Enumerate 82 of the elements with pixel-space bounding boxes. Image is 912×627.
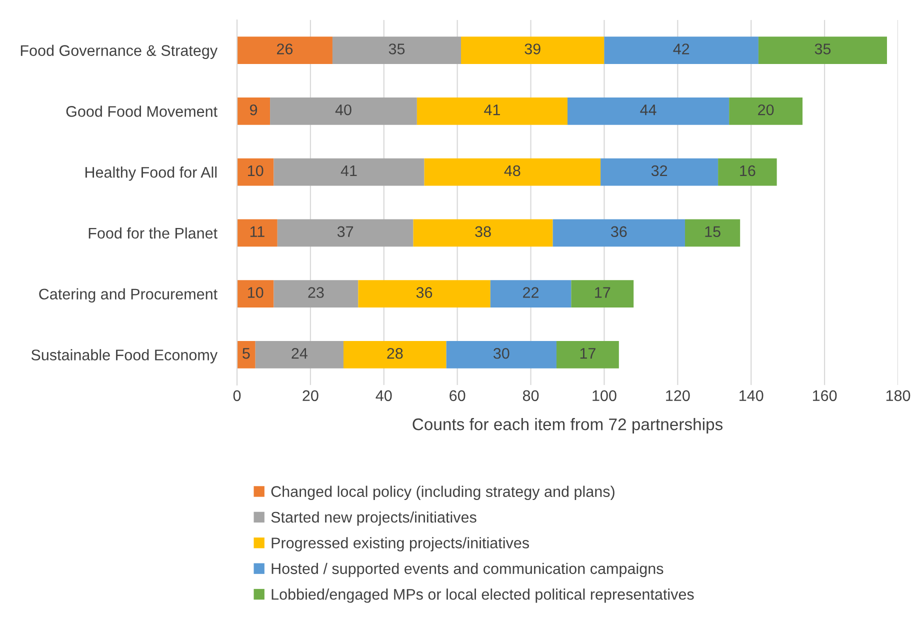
data-label: 24 — [292, 348, 308, 359]
x-axis-title: Counts for each item from 72 partnerships — [412, 418, 723, 434]
bar — [274, 158, 424, 186]
data-label: 10 — [248, 165, 264, 176]
data-label: 16 — [740, 165, 756, 176]
x-tick-label: 120 — [666, 390, 690, 402]
bar — [343, 341, 446, 368]
legend-label: Started new projects/initiatives — [271, 511, 476, 526]
data-label: 40 — [335, 104, 352, 116]
bar — [270, 97, 417, 125]
y-tick-label: Catering and Procurement — [39, 288, 218, 303]
bar — [600, 158, 718, 186]
data-label: 39 — [524, 44, 540, 54]
bar — [758, 36, 887, 64]
data-label: 10 — [248, 287, 264, 298]
x-tick-label: 180 — [886, 390, 910, 402]
y-tick-label: Food for the Planet — [88, 227, 218, 239]
data-label: 38 — [475, 226, 491, 238]
bar — [490, 280, 572, 308]
legend-label: Progressed existing projects/initiatives — [272, 537, 529, 552]
bar — [718, 158, 777, 186]
bar — [461, 36, 604, 64]
data-label: 36 — [416, 287, 432, 298]
data-label: 35 — [388, 44, 405, 54]
bar — [604, 36, 758, 64]
bar — [237, 158, 274, 186]
data-label: 44 — [640, 104, 656, 116]
x-tick-label: 20 — [302, 390, 318, 402]
data-label: 41 — [484, 104, 500, 116]
legend-label: Lobbied/engaged MPs or local elected political representatives — [272, 588, 694, 603]
bar — [568, 97, 730, 125]
bar — [685, 219, 740, 247]
data-label: 26 — [277, 44, 293, 54]
x-tick-label: 100 — [592, 390, 616, 402]
data-label: 48 — [504, 165, 520, 176]
data-label: 17 — [580, 348, 596, 359]
data-label: 35 — [814, 44, 831, 54]
bar — [571, 280, 634, 308]
bar — [416, 97, 568, 125]
data-label: 11 — [250, 226, 264, 237]
bar — [729, 97, 803, 125]
bar — [424, 158, 601, 186]
data-label: 42 — [673, 44, 690, 54]
bar — [277, 219, 414, 247]
bar — [332, 36, 462, 64]
bar — [237, 36, 332, 64]
data-label: 15 — [705, 226, 720, 238]
bar — [552, 219, 686, 247]
bar — [358, 280, 490, 308]
data-label: 30 — [493, 348, 510, 359]
bar — [274, 280, 358, 308]
x-tick-label: 0 — [233, 390, 241, 402]
data-label: 5 — [242, 348, 250, 359]
x-tick-label: 40 — [376, 390, 392, 402]
data-label: 23 — [308, 287, 324, 298]
bar — [237, 341, 256, 368]
data-label: 28 — [387, 348, 403, 359]
data-label: 32 — [651, 165, 668, 176]
bar — [556, 341, 619, 368]
data-label: 20 — [758, 104, 774, 116]
data-label: 36 — [611, 226, 627, 238]
data-label: 9 — [250, 104, 258, 116]
data-label: 17 — [595, 287, 610, 298]
y-tick-label: Sustainable Food Economy — [31, 349, 218, 364]
bar — [413, 219, 553, 247]
x-tick-label: 60 — [450, 390, 466, 402]
bar — [255, 341, 344, 368]
x-tick-label: 160 — [812, 390, 837, 402]
x-tick-label: 140 — [740, 390, 764, 402]
y-tick-label: Food Governance & Strategy — [20, 44, 218, 59]
data-label: 41 — [340, 166, 357, 176]
y-tick-label: Good Food Movement — [66, 106, 218, 117]
bar — [237, 219, 278, 247]
data-label: 37 — [337, 226, 354, 238]
bar — [446, 341, 556, 368]
bar — [237, 97, 270, 125]
x-tick-label: 80 — [522, 390, 539, 402]
y-tick-label: Healthy Food for All — [85, 166, 217, 181]
data-label: 22 — [523, 287, 539, 298]
legend-label: Changed local policy (including strategy and plans) — [271, 486, 614, 500]
legend-label: Hosted / supported events and communication campaigns — [272, 562, 664, 578]
bar — [237, 280, 274, 308]
